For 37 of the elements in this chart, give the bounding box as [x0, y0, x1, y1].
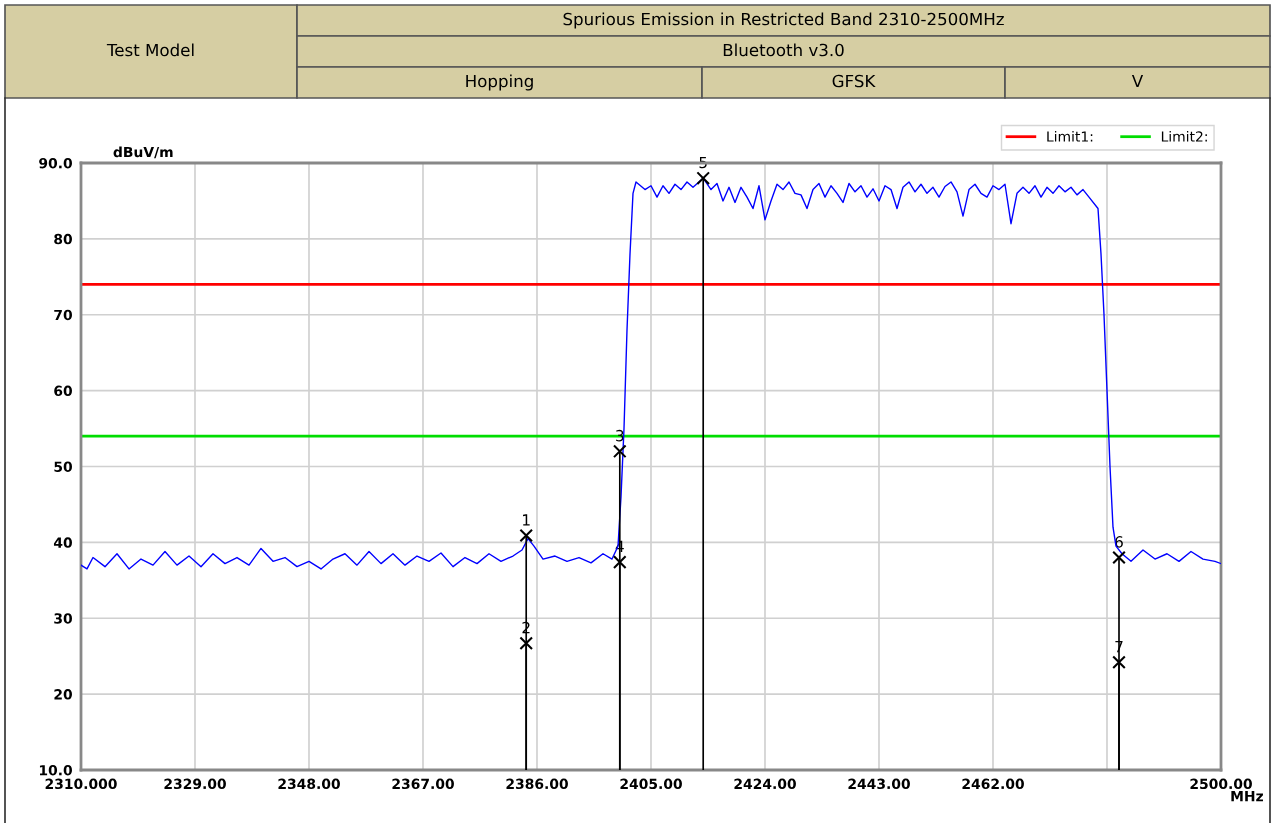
- y-tick-label: 90.0: [39, 157, 72, 169]
- y-tick-label: 30: [54, 613, 72, 624]
- chart-title: Spurious Emission in Restricted Band 2310-2500MHz: [563, 12, 1004, 29]
- legend-label: Limit2:: [1161, 130, 1207, 142]
- point: [519, 528, 534, 543]
- point: [1112, 655, 1126, 670]
- x-axis-title: MHz: [1231, 791, 1263, 802]
- chart-subtitle: Bluetooth v3.0: [723, 43, 844, 57]
- annotation: 1: [523, 514, 530, 526]
- y-tick-label: 70: [54, 309, 72, 321]
- x-tick-label: 2443.00: [848, 778, 910, 790]
- y-tick-label: 80: [54, 233, 72, 245]
- point: [1112, 550, 1126, 565]
- x-tick-label: 2500.00: [1190, 778, 1252, 790]
- x-tick-label: 2462.00: [962, 778, 1024, 790]
- y-tick-label: 60: [54, 385, 72, 397]
- x-tick-label: 2367.00: [392, 778, 454, 790]
- x-tick-label: 2424.00: [734, 778, 796, 790]
- y-tick-label: 50: [54, 461, 72, 472]
- x-tick-label: 2348.00: [278, 778, 340, 790]
- x-tick-label: 2329.00: [164, 778, 226, 790]
- point: [612, 444, 627, 459]
- x-tick-label: 2386.00: [506, 778, 568, 790]
- text: Test Model: [106, 43, 194, 57]
- point: [612, 555, 627, 569]
- text: GFSK: [832, 74, 876, 88]
- point: [696, 171, 711, 186]
- text: Hopping: [466, 74, 533, 91]
- x-tick-label: 2405.00: [620, 778, 682, 790]
- y-tick-label: 40: [53, 537, 72, 548]
- y-axis-title: dBuV/m: [113, 146, 173, 159]
- x-tick-label: 2310.000: [45, 778, 117, 790]
- point: [519, 636, 534, 651]
- y-tick-label: 20: [54, 689, 72, 700]
- legend-label: Limit1:: [1047, 130, 1093, 142]
- text: V: [1131, 74, 1144, 88]
- y-tick-label: 10.0: [39, 764, 72, 776]
